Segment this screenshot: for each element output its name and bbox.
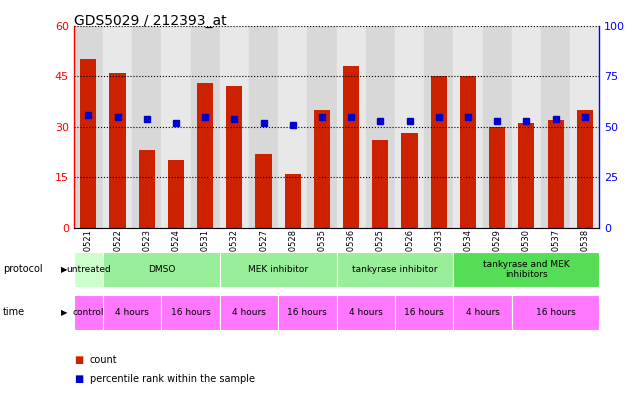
Bar xyxy=(168,160,184,228)
Text: 4 hours: 4 hours xyxy=(232,308,266,317)
Bar xyxy=(431,76,447,228)
Bar xyxy=(103,295,162,330)
Bar xyxy=(249,26,278,228)
Bar xyxy=(278,26,307,228)
Bar xyxy=(197,83,213,228)
Bar xyxy=(337,252,453,287)
Text: 4 hours: 4 hours xyxy=(349,308,383,317)
Bar xyxy=(424,26,453,228)
Text: ■: ■ xyxy=(74,374,83,384)
Text: count: count xyxy=(90,354,117,365)
Bar xyxy=(453,26,483,228)
Bar xyxy=(453,252,599,287)
Text: control: control xyxy=(72,308,104,317)
Text: tankyrase inhibitor: tankyrase inhibitor xyxy=(352,265,438,274)
Bar xyxy=(366,26,395,228)
Bar xyxy=(278,295,337,330)
Bar xyxy=(512,295,599,330)
Bar xyxy=(256,154,272,228)
Bar xyxy=(226,86,242,228)
Text: 4 hours: 4 hours xyxy=(115,308,149,317)
Bar xyxy=(162,26,190,228)
Bar xyxy=(489,127,505,228)
Bar xyxy=(337,26,366,228)
Bar xyxy=(570,26,599,228)
Bar xyxy=(337,295,395,330)
Bar xyxy=(314,110,330,228)
Bar xyxy=(343,66,359,228)
Text: GDS5029 / 212393_at: GDS5029 / 212393_at xyxy=(74,14,226,28)
Text: DMSO: DMSO xyxy=(147,265,175,274)
Text: 16 hours: 16 hours xyxy=(404,308,444,317)
Bar xyxy=(285,174,301,228)
Bar xyxy=(132,26,162,228)
Text: 16 hours: 16 hours xyxy=(536,308,576,317)
Text: ▶: ▶ xyxy=(61,308,67,317)
Bar xyxy=(395,295,453,330)
Bar xyxy=(220,295,278,330)
Text: ▶: ▶ xyxy=(61,265,67,274)
Bar xyxy=(162,295,220,330)
Text: time: time xyxy=(3,307,26,318)
Bar xyxy=(372,140,388,228)
Bar xyxy=(138,151,154,228)
Bar xyxy=(460,76,476,228)
Bar xyxy=(103,252,220,287)
Bar xyxy=(103,26,132,228)
Bar xyxy=(512,26,541,228)
Bar xyxy=(547,120,563,228)
Bar xyxy=(483,26,512,228)
Text: protocol: protocol xyxy=(3,264,43,274)
Bar xyxy=(541,26,570,228)
Bar xyxy=(74,295,103,330)
Bar xyxy=(80,59,96,228)
Bar xyxy=(74,26,103,228)
Bar xyxy=(453,295,512,330)
Bar xyxy=(519,123,535,228)
Text: untreated: untreated xyxy=(66,265,111,274)
Bar xyxy=(220,26,249,228)
Text: tankyrase and MEK
inhibitors: tankyrase and MEK inhibitors xyxy=(483,259,570,279)
Bar xyxy=(220,252,337,287)
Bar xyxy=(110,73,126,228)
Text: MEK inhibitor: MEK inhibitor xyxy=(248,265,308,274)
Bar xyxy=(401,134,417,228)
Text: 16 hours: 16 hours xyxy=(287,308,327,317)
Text: 4 hours: 4 hours xyxy=(465,308,499,317)
Bar xyxy=(74,252,103,287)
Bar xyxy=(577,110,593,228)
Bar xyxy=(395,26,424,228)
Bar xyxy=(307,26,337,228)
Text: 16 hours: 16 hours xyxy=(171,308,210,317)
Text: ■: ■ xyxy=(74,354,83,365)
Bar xyxy=(190,26,220,228)
Text: percentile rank within the sample: percentile rank within the sample xyxy=(90,374,254,384)
